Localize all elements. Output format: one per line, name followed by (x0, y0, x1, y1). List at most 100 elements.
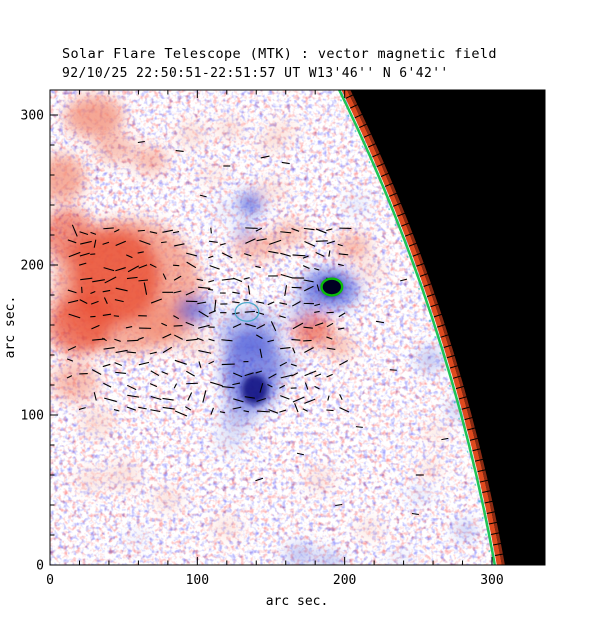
negative-region (241, 374, 269, 405)
field-contour (320, 277, 344, 297)
magnetic-vector (173, 275, 182, 281)
magnetic-vector (208, 360, 215, 365)
magnetic-vector (172, 231, 180, 234)
magnetic-vector (304, 370, 317, 377)
magnetic-vector (210, 407, 214, 415)
positive-region (50, 154, 86, 202)
positive-region (153, 487, 183, 511)
magnetic-vector (232, 382, 241, 386)
magnetic-vector (161, 371, 169, 375)
magnetic-vector (186, 338, 198, 342)
magnetic-vector (219, 242, 226, 246)
magnetic-vector (138, 361, 150, 366)
positive-region (50, 295, 112, 355)
magnetic-vector (104, 397, 117, 403)
magnetic-vector (198, 324, 210, 329)
magnetic-vector (255, 301, 265, 304)
positive-region (424, 424, 448, 442)
limb-tick-marks (345, 93, 505, 557)
magnetic-vector (257, 410, 270, 413)
magnetic-vector (114, 299, 124, 303)
magnetic-vector (149, 231, 158, 234)
positive-region (50, 208, 95, 262)
magnetic-vector (280, 252, 291, 257)
magnetic-vector (174, 359, 187, 365)
magnetic-vector (328, 250, 331, 257)
magnetic-vector (233, 398, 244, 403)
magnetic-vector (221, 339, 233, 342)
positive-region (212, 515, 242, 540)
magnetic-vector (197, 301, 207, 305)
magnetic-vector (93, 239, 97, 248)
magnetic-vector (232, 406, 242, 410)
positive-region (94, 133, 136, 163)
magnetic-vector (255, 334, 263, 339)
positive-region (105, 460, 142, 490)
magnetic-vector (149, 383, 158, 388)
magnetic-vector (80, 277, 93, 281)
magnetic-vector (314, 373, 322, 378)
magnetic-vector (302, 408, 308, 412)
y-tick-label: 300 (21, 109, 44, 124)
magnetic-vector (267, 383, 273, 388)
magnetic-vector (337, 243, 343, 247)
magnetic-vector (67, 239, 77, 244)
magnetic-vector (326, 336, 333, 340)
magnetic-vector (256, 323, 266, 330)
magnetic-vector (71, 224, 78, 237)
magnetic-vector (303, 326, 313, 329)
magnetic-vector (150, 409, 161, 413)
magnetic-vector (137, 140, 145, 144)
positive-region (64, 95, 124, 138)
magnetic-vector (315, 240, 328, 242)
plot-subtitle: 92/10/25 22:50:51-22:51:57 UT W13'46'' N… (62, 66, 449, 81)
magnetic-vector (149, 263, 157, 268)
positive-region (176, 122, 207, 147)
magnetic-vector (304, 346, 314, 354)
magnetic-vector (338, 253, 349, 256)
magnetic-vector (102, 289, 111, 293)
magnetic-vector (187, 392, 193, 401)
magnetic-vector (113, 409, 120, 412)
magnetic-vector (314, 303, 321, 307)
magnetic-vector (150, 370, 160, 377)
magnetic-vector (339, 407, 350, 413)
magnetic-vector (232, 277, 243, 283)
magnetic-vector (232, 301, 240, 304)
plot-area (50, 90, 545, 565)
magnetic-vector (279, 409, 287, 413)
magnetic-vector (103, 267, 115, 272)
magnetic-vector (185, 406, 192, 411)
magnetic-vector (303, 279, 314, 283)
magnetic-vector (303, 227, 315, 231)
magnetic-vector (175, 150, 184, 152)
magnetic-vector (314, 385, 320, 390)
magnetic-vector (294, 403, 299, 413)
field-contour (234, 302, 260, 322)
magnetic-vector (338, 312, 346, 318)
magnetic-vector (173, 324, 183, 327)
magnetic-vector (115, 240, 127, 247)
positive-region (132, 146, 168, 174)
negative-region (237, 191, 264, 216)
magnetic-vector (256, 397, 266, 402)
magnetic-vector (68, 313, 81, 319)
generated-plot-content: 0 100 200 300 0 100 200 300 (21, 89, 546, 588)
magnetic-vector (115, 267, 126, 272)
positive-region (197, 164, 227, 186)
magnetic-vector (244, 396, 255, 399)
magnetic-vector (209, 265, 220, 270)
magnetic-vector (221, 252, 233, 259)
magnetic-vector (126, 351, 137, 354)
magnetic-vector (291, 228, 300, 232)
magnetic-vector (279, 302, 288, 305)
magnetic-vector (244, 253, 252, 257)
magnetic-vector (314, 310, 320, 313)
magnetic-vector (127, 339, 139, 342)
magnetic-vector (219, 411, 226, 414)
magnetic-vector (260, 155, 270, 159)
magnetic-vector (138, 406, 147, 410)
magnetic-vector (268, 373, 277, 379)
magnetic-vector (102, 337, 107, 342)
magnetic-vector (162, 397, 174, 401)
